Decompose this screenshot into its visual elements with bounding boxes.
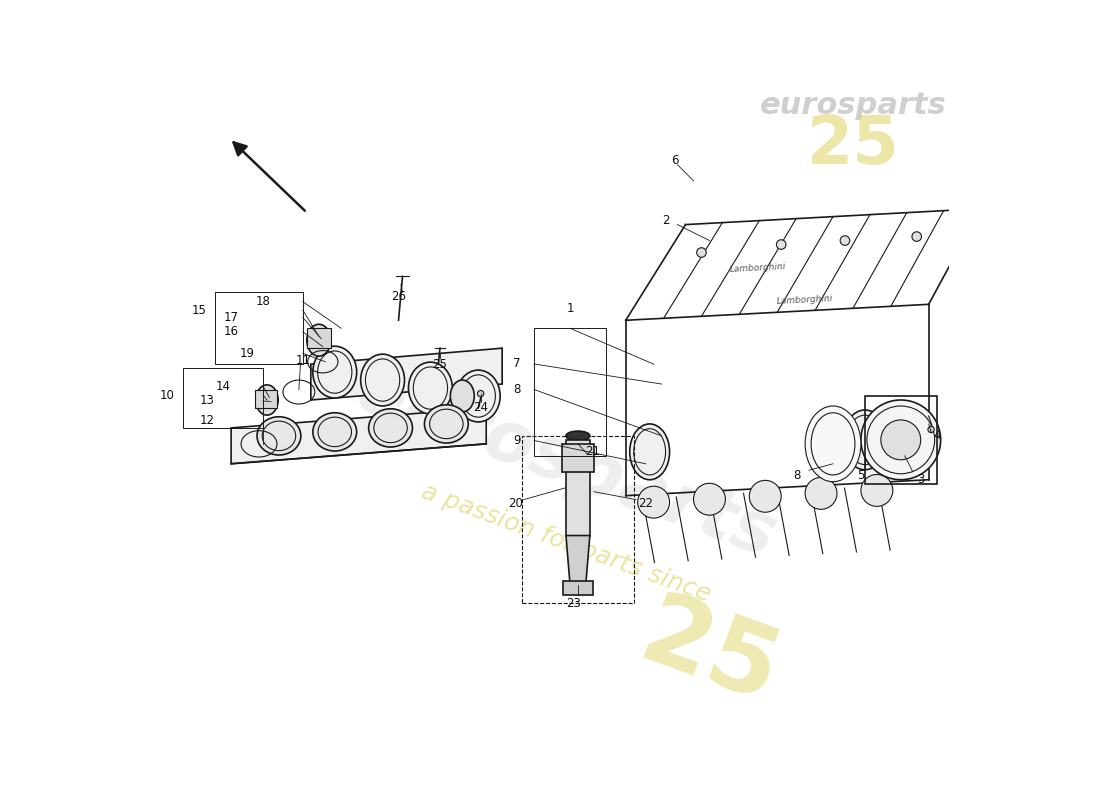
Text: 11: 11 (296, 354, 310, 366)
Text: Lamborghini: Lamborghini (777, 294, 834, 306)
Text: 5: 5 (857, 470, 865, 482)
Ellipse shape (638, 486, 670, 518)
Polygon shape (565, 535, 590, 583)
Ellipse shape (408, 362, 452, 414)
Bar (522, 436, 634, 603)
Bar (562, 444, 594, 472)
Text: a passion for parts since: a passion for parts since (418, 480, 714, 607)
Ellipse shape (629, 424, 670, 480)
Bar (535, 328, 606, 456)
Bar (565, 440, 590, 535)
Ellipse shape (257, 417, 301, 455)
Bar (865, 396, 937, 484)
Text: 4: 4 (933, 430, 940, 442)
Text: 12: 12 (200, 414, 214, 427)
Text: 25: 25 (806, 112, 900, 178)
Ellipse shape (450, 380, 474, 412)
Text: 6: 6 (671, 154, 679, 167)
Ellipse shape (928, 426, 934, 433)
Text: 17: 17 (223, 311, 239, 324)
Ellipse shape (312, 346, 356, 398)
Polygon shape (231, 408, 486, 464)
Text: 20: 20 (508, 497, 524, 510)
Ellipse shape (307, 324, 331, 356)
Ellipse shape (840, 236, 850, 246)
Bar (184, 368, 263, 428)
Ellipse shape (912, 232, 922, 242)
Text: 8: 8 (793, 470, 801, 482)
Ellipse shape (565, 431, 590, 441)
Bar (216, 292, 302, 364)
Text: 7: 7 (513, 358, 520, 370)
Text: 21: 21 (585, 446, 600, 458)
Text: eurosparts: eurosparts (760, 90, 946, 119)
Ellipse shape (425, 405, 469, 443)
Bar (563, 581, 593, 595)
Text: 23: 23 (566, 597, 582, 610)
Text: Lamborghini: Lamborghini (729, 262, 785, 274)
Ellipse shape (749, 480, 781, 512)
Ellipse shape (477, 390, 484, 397)
Text: 22: 22 (638, 497, 653, 510)
Ellipse shape (256, 385, 278, 415)
Ellipse shape (361, 354, 405, 406)
Text: 18: 18 (255, 295, 271, 308)
Text: 14: 14 (216, 379, 231, 393)
Ellipse shape (861, 474, 893, 506)
Ellipse shape (843, 410, 887, 470)
Ellipse shape (696, 248, 706, 258)
Text: 10: 10 (160, 389, 175, 402)
Ellipse shape (312, 413, 356, 451)
Text: 15: 15 (191, 304, 207, 317)
Ellipse shape (861, 400, 940, 480)
Bar (255, 390, 277, 408)
Ellipse shape (805, 406, 861, 482)
Text: 1: 1 (566, 302, 574, 315)
Text: 16: 16 (223, 326, 239, 338)
Ellipse shape (777, 240, 786, 250)
Text: 19: 19 (240, 347, 254, 360)
Text: 2: 2 (662, 214, 669, 227)
Polygon shape (311, 348, 503, 400)
Text: 9: 9 (513, 434, 520, 447)
Text: 8: 8 (513, 383, 520, 396)
Ellipse shape (881, 420, 921, 460)
Bar (307, 328, 331, 348)
Text: 13: 13 (200, 394, 214, 407)
Text: eurosparts: eurosparts (346, 356, 785, 572)
Text: 25: 25 (627, 586, 792, 725)
Text: 3: 3 (917, 474, 924, 486)
Ellipse shape (368, 409, 412, 447)
Text: 25: 25 (432, 358, 448, 370)
Ellipse shape (693, 483, 725, 515)
Text: 26: 26 (390, 290, 406, 303)
Text: 24: 24 (473, 402, 488, 414)
Ellipse shape (456, 370, 501, 422)
Ellipse shape (805, 478, 837, 510)
